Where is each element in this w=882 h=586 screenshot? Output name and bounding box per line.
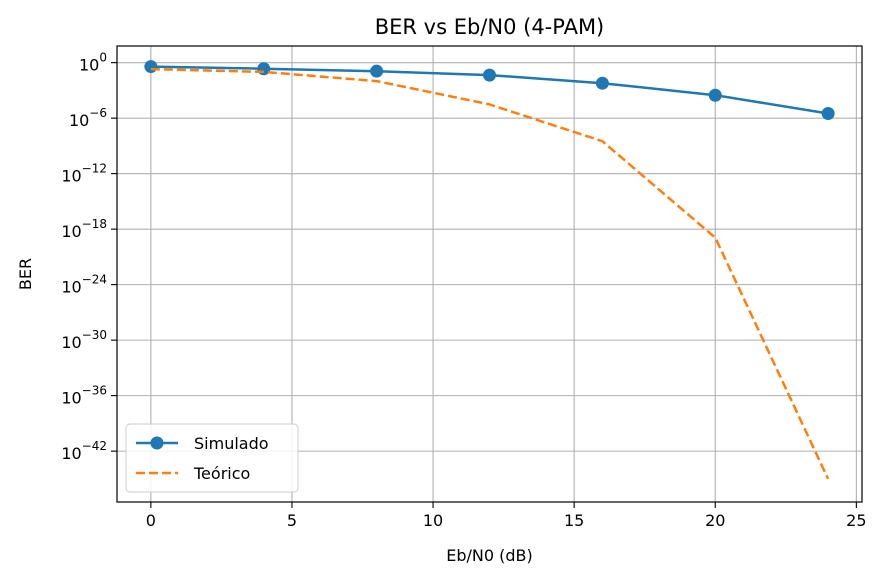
y-tick-base: 10 (61, 444, 81, 463)
x-axis-label: Eb/N0 (dB) (446, 546, 533, 565)
y-tick-exponent: −18 (82, 217, 107, 231)
y-tick-base: 10 (61, 278, 81, 297)
y-tick-label: 10−18 (61, 217, 107, 241)
y-tick-label: 10−24 (61, 273, 107, 297)
y-tick-base: 10 (79, 56, 99, 75)
data-point (708, 88, 722, 102)
y-axis-label: BER (16, 258, 35, 290)
data-point (370, 64, 384, 78)
y-tick-exponent: −42 (82, 439, 107, 453)
data-point (144, 60, 158, 74)
legend-label: Simulado (194, 434, 269, 453)
legend-marker (150, 436, 164, 450)
series-layer (144, 60, 835, 480)
plot-frame (116, 45, 863, 503)
y-tick-exponent: −12 (82, 162, 107, 176)
y-tick-base: 10 (61, 389, 81, 408)
legend-label: Teórico (193, 464, 250, 483)
x-tick-label: 20 (705, 511, 725, 530)
y-tick-base: 10 (61, 222, 81, 241)
x-tick-label: 5 (287, 511, 297, 530)
x-tick-label: 25 (846, 511, 866, 530)
legend: Simulado Teórico (125, 423, 299, 493)
y-tick-label: 10−6 (69, 106, 107, 130)
data-point (483, 68, 496, 82)
ticks: 0 5 10 15 20 2510010−610−1210−1810−2410−3010−… (61, 51, 866, 530)
x-tick-label: 0 (146, 511, 156, 530)
y-tick-exponent: −30 (82, 328, 107, 342)
chart-title: BER vs Eb/N0 (4-PAM) (375, 15, 605, 39)
y-tick-label: 10−36 (61, 384, 107, 408)
x-tick-label: 15 (564, 511, 584, 530)
y-tick-label: 10−12 (61, 162, 107, 186)
y-tick-base: 10 (61, 167, 81, 186)
series-line-teorico (150, 67, 830, 480)
y-tick-label: 10−42 (61, 439, 107, 463)
legend-box (125, 423, 299, 493)
grid (117, 46, 862, 502)
y-tick-exponent: −36 (82, 384, 107, 398)
y-tick-base: 10 (69, 111, 89, 130)
data-point (821, 106, 835, 120)
y-tick-label: 100 (79, 51, 107, 75)
data-point (595, 76, 609, 90)
y-tick-base: 10 (61, 333, 81, 352)
y-tick-exponent: 0 (99, 51, 107, 65)
x-tick-label: 10 (423, 511, 443, 530)
y-tick-exponent: −24 (82, 273, 107, 287)
y-tick-exponent: −6 (89, 106, 107, 120)
y-tick-label: 10−30 (61, 328, 107, 352)
